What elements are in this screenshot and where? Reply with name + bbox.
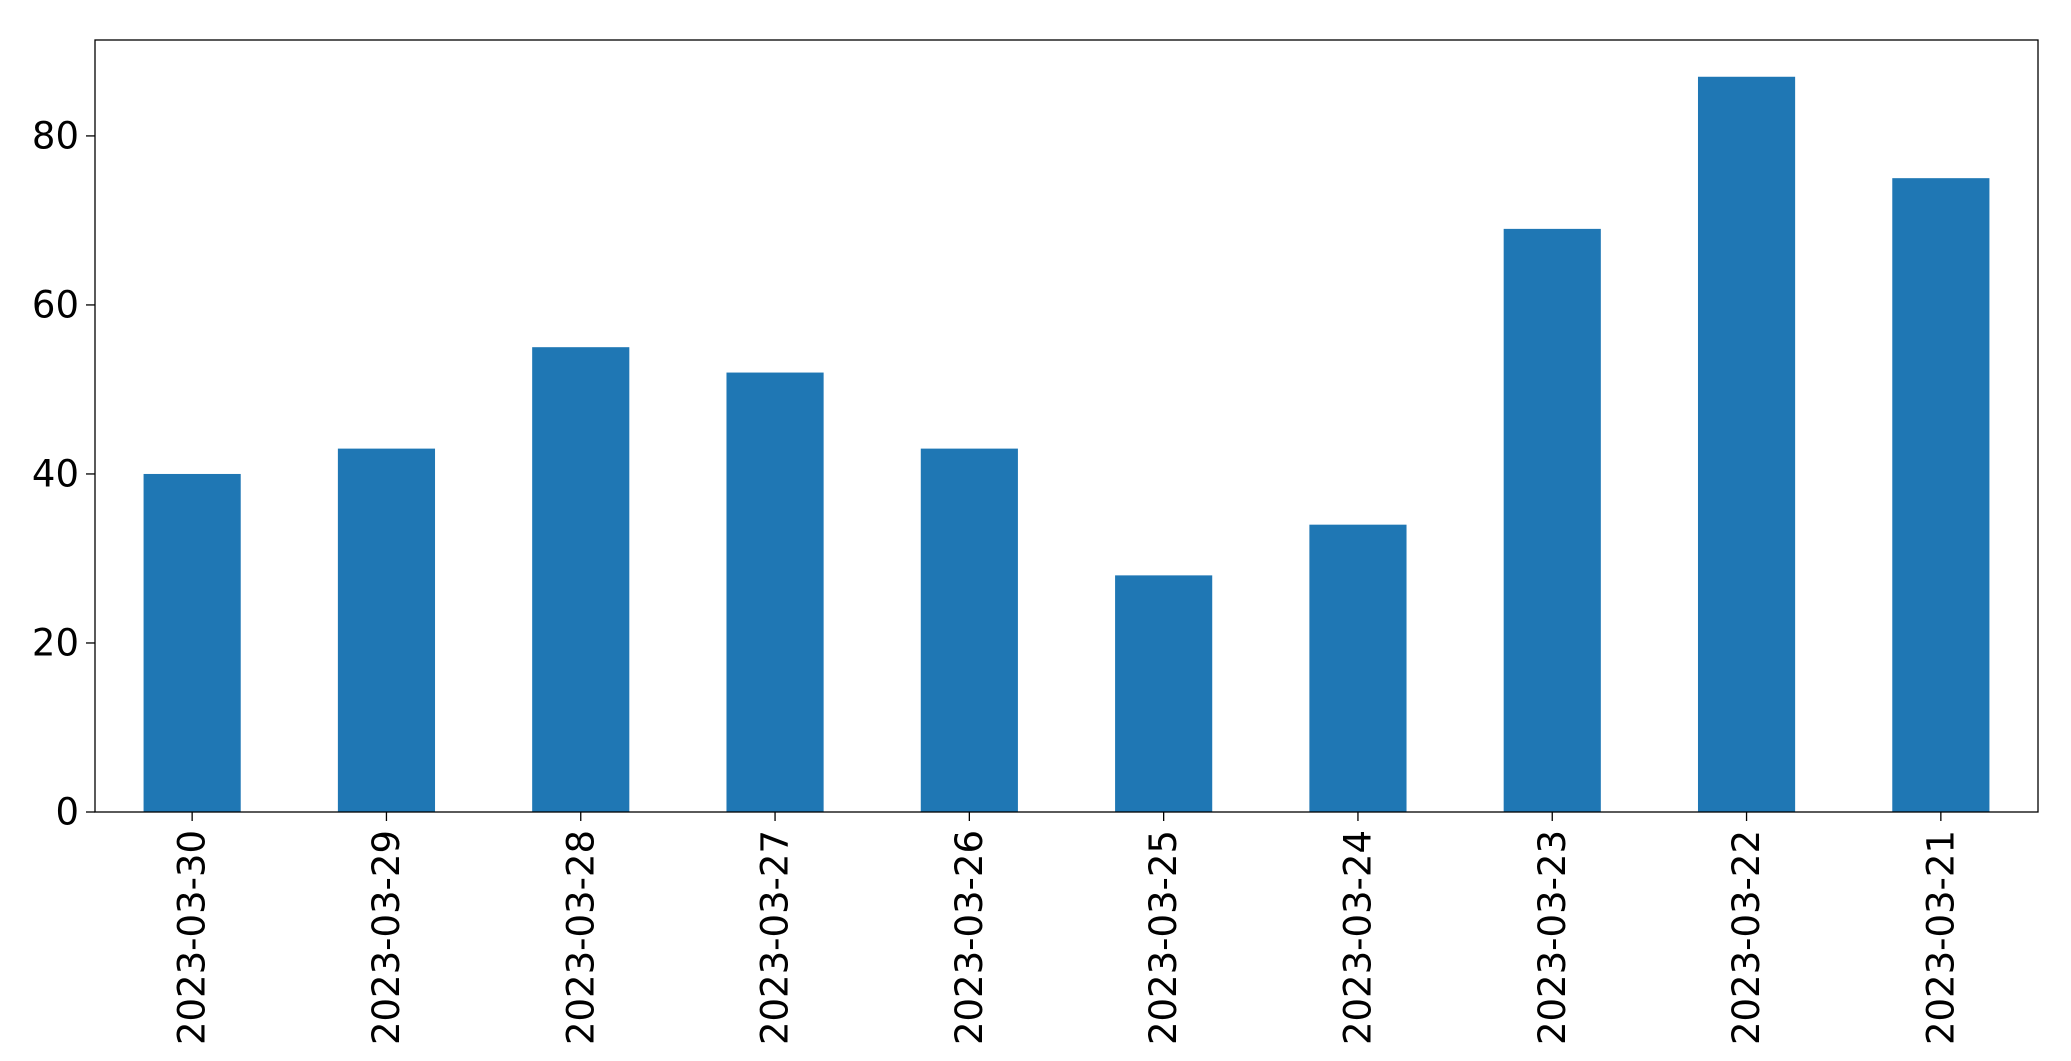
- y-axis-ticks: 0 20 40 60 80: [32, 114, 95, 834]
- x-tick-label-2023-03-28: 2023-03-28: [559, 830, 602, 1045]
- bar-2023-03-24: [1309, 524, 1407, 812]
- bar-2023-03-21: [1892, 178, 1990, 813]
- x-tick-label-2023-03-30: 2023-03-30: [171, 830, 214, 1045]
- y-tick-label-60: 60: [32, 283, 79, 326]
- x-tick-label-2023-03-25: 2023-03-25: [1142, 830, 1185, 1045]
- x-tick-label-2023-03-24: 2023-03-24: [1336, 830, 1379, 1045]
- x-tick-label-2023-03-23: 2023-03-23: [1531, 830, 1574, 1045]
- bar-2023-03-23: [1503, 228, 1601, 812]
- bar-2023-03-27: [726, 372, 824, 812]
- bar-2023-03-22: [1697, 76, 1796, 812]
- y-tick-label-20: 20: [32, 621, 79, 664]
- x-tick-label-2023-03-29: 2023-03-29: [365, 830, 408, 1045]
- y-tick-label-40: 40: [32, 452, 79, 495]
- x-tick-label-2023-03-26: 2023-03-26: [948, 830, 991, 1045]
- x-tick-label-2023-03-22: 2023-03-22: [1725, 830, 1768, 1045]
- bar-2023-03-26: [920, 448, 1018, 812]
- plot-frame: [94, 39, 2039, 813]
- bar-2023-03-29: [337, 448, 436, 812]
- x-tick-label-2023-03-27: 2023-03-27: [754, 830, 797, 1045]
- x-axis-ticks: 2023-03-30 2023-03-29 2023-03-28 2023-03-27…: [171, 812, 1962, 1045]
- y-tick-label-0: 0: [55, 791, 79, 834]
- x-tick-label-2023-03-21: 2023-03-21: [1919, 830, 1962, 1045]
- axes-layer: [94, 39, 2039, 813]
- bars-layer: [143, 76, 1990, 813]
- y-tick-label-80: 80: [32, 114, 79, 157]
- bar-2023-03-28: [532, 347, 630, 812]
- bar-2023-03-30: [143, 473, 241, 812]
- bar-2023-03-25: [1115, 575, 1213, 812]
